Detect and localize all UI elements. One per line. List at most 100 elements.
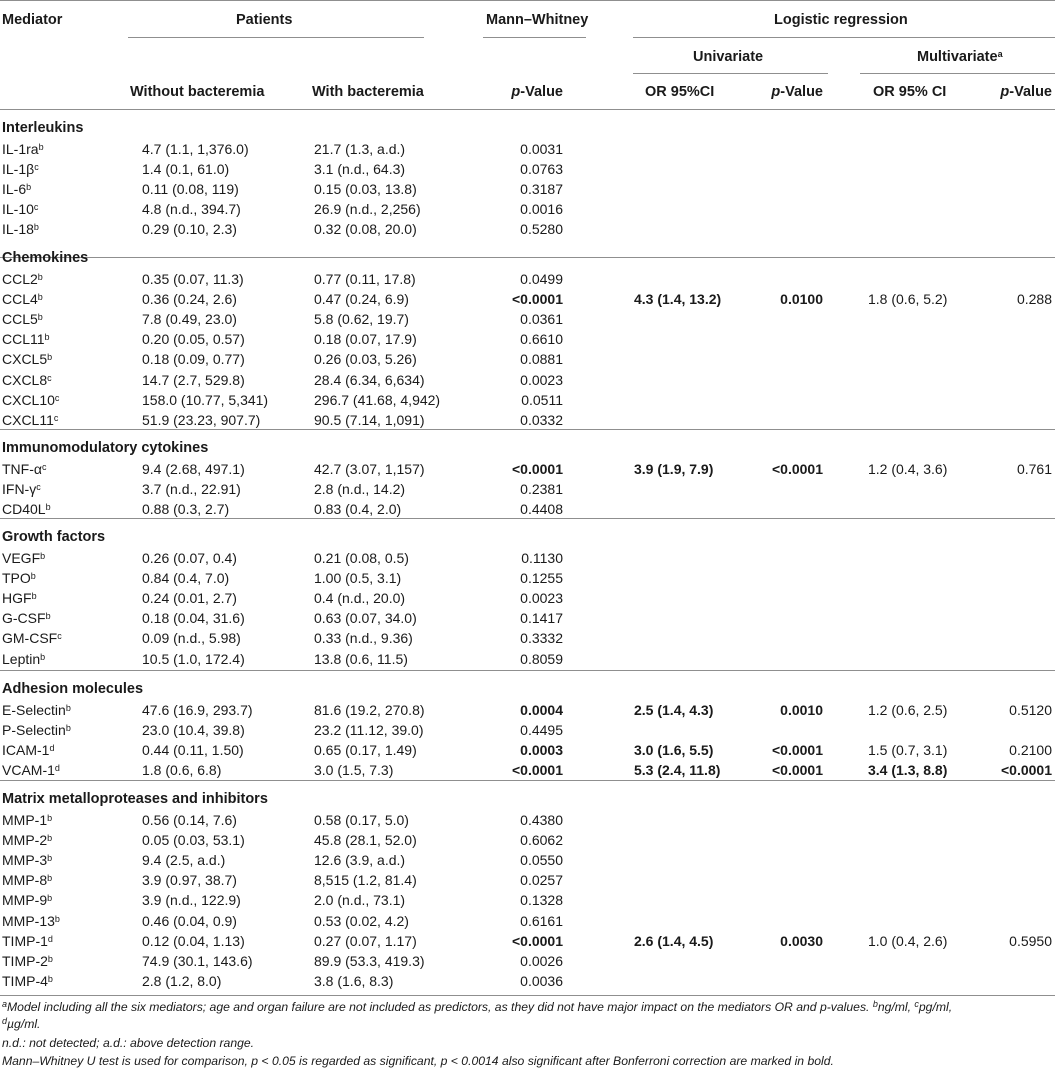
table-bottom-rule <box>0 995 1055 996</box>
cell-without: 0.35 (0.07, 11.3) <box>142 271 244 287</box>
mediator-name: MMP-2b <box>2 831 52 849</box>
cell-with: 0.47 (0.24, 6.9) <box>314 291 409 307</box>
cell-or-multi: 1.0 (0.4, 2.6) <box>868 933 948 949</box>
cell-without: 3.9 (n.d., 122.9) <box>142 892 241 908</box>
section-title: Chemokines <box>2 250 89 266</box>
mediator-label: TIMP-2 <box>2 953 48 969</box>
unit-superscript: c <box>33 202 39 212</box>
mediator-name: TNF-αc <box>2 460 46 478</box>
mediator-label: TIMP-1 <box>2 933 48 949</box>
footnote-marker: b <box>872 999 878 1009</box>
cell-or-uni: 2.6 (1.4, 4.5) <box>634 933 714 949</box>
header-logistic-regression: Logistic regression <box>774 12 908 28</box>
cell-with: 3.8 (1.6, 8.3) <box>314 973 394 989</box>
mediator-name: CXCL8c <box>2 371 52 389</box>
cell-p: 0.0004 <box>520 702 563 718</box>
unit-superscript: c <box>53 413 59 423</box>
cell-p: 0.8059 <box>520 651 563 667</box>
mediator-label: TNF-α <box>2 461 42 477</box>
cell-with: 45.8 (28.1, 52.0) <box>314 832 417 848</box>
section-title: Adhesion molecules <box>2 681 144 697</box>
cell-without: 7.8 (0.49, 23.0) <box>142 311 237 327</box>
cell-or-uni: 5.3 (2.4, 11.8) <box>634 762 721 778</box>
univariate-underline <box>633 73 828 74</box>
cell-with: 0.33 (n.d., 9.36) <box>314 630 413 646</box>
cell-with: 0.26 (0.03, 5.26) <box>314 351 417 367</box>
cell-with: 0.15 (0.03, 13.8) <box>314 181 417 197</box>
header-mann-whitney: Mann–Whitney <box>486 12 589 28</box>
cell-p: 0.0023 <box>520 372 563 388</box>
cell-or-uni: 2.5 (1.4, 4.3) <box>634 702 714 718</box>
unit-superscript: b <box>37 272 43 282</box>
unit-superscript: c <box>54 393 60 403</box>
mediator-label: VEGF <box>2 550 41 566</box>
mediator-name: TIMP-1d <box>2 932 53 950</box>
unit-superscript: b <box>37 292 43 302</box>
cell-or-multi: 1.2 (0.4, 3.6) <box>868 461 948 477</box>
cell-without: 3.7 (n.d., 22.91) <box>142 481 241 497</box>
mediator-label: IL-10 <box>2 201 34 217</box>
unit-superscript: c <box>47 373 52 383</box>
cell-with: 21.7 (1.3, a.d.) <box>314 141 406 157</box>
cell-with: 12.6 (3.9, a.d.) <box>314 852 406 868</box>
cell-with: 0.4 (n.d., 20.0) <box>314 590 406 606</box>
cell-p: 0.0361 <box>520 311 563 327</box>
cell-or-uni: 3.0 (1.6, 5.5) <box>634 742 714 758</box>
mediator-name: CXCL5b <box>2 350 52 368</box>
unit-superscript: b <box>47 893 53 903</box>
cell-p: <0.0001 <box>512 291 563 307</box>
cell-without: 0.11 (0.08, 119) <box>142 181 239 197</box>
unit-superscript: b <box>65 703 71 713</box>
footnote-marker: c <box>914 999 919 1009</box>
cell-p: 0.1130 <box>521 550 563 566</box>
cell-without: 0.24 (0.01, 2.7) <box>142 590 237 606</box>
cell-p: 0.0036 <box>520 973 563 989</box>
header-with-bacteremia: With bacteremia <box>312 84 424 100</box>
unit-superscript: b <box>47 954 53 964</box>
header-mediator: Mediator <box>2 12 63 28</box>
cell-with: 0.53 (0.02, 4.2) <box>314 913 409 929</box>
cell-without: 10.5 (1.0, 172.4) <box>142 651 245 667</box>
cell-or-uni: 3.9 (1.9, 7.9) <box>634 461 714 477</box>
cell-p: 0.4380 <box>520 812 563 828</box>
section-title: Matrix metalloproteases and inhibitors <box>2 791 268 807</box>
mediator-name: GM-CSFc <box>2 629 62 647</box>
cell-p-uni: 0.0100 <box>780 291 823 307</box>
mediator-name: TIMP-2b <box>2 952 53 970</box>
cell-p-multi: 0.2100 <box>1009 742 1052 758</box>
mediator-label: G-CSF <box>2 610 46 626</box>
mediator-label: Leptin <box>2 651 41 667</box>
cell-p: <0.0001 <box>512 933 563 949</box>
cell-without: 0.29 (0.10, 2.3) <box>142 221 237 237</box>
mediator-label: TPO <box>2 570 31 586</box>
mediator-name: CXCL10c <box>2 391 59 409</box>
mediator-name: IL-18b <box>2 220 39 238</box>
mediator-name: P-Selectinb <box>2 721 71 739</box>
mediator-name: IFN-γc <box>2 480 41 498</box>
section-divider <box>0 429 1055 430</box>
cell-without: 0.56 (0.14, 7.6) <box>142 812 237 828</box>
cell-with: 2.0 (n.d., 73.1) <box>314 892 406 908</box>
unit-superscript: b <box>30 571 36 581</box>
section-divider <box>0 257 1055 258</box>
mediator-label: P-Selectin <box>2 722 66 738</box>
unit-superscript: c <box>34 162 39 172</box>
cell-with: 3.0 (1.5, 7.3) <box>314 762 394 778</box>
mediator-label: TIMP-4 <box>2 973 48 989</box>
cell-without: 0.88 (0.3, 2.7) <box>142 501 230 517</box>
cell-without: 158.0 (10.77, 5,341) <box>142 392 269 408</box>
footnote-text: Mann–Whitney U test is used for comparis… <box>2 1054 834 1068</box>
mediator-label: CXCL10 <box>2 392 55 408</box>
cell-p: 0.0016 <box>520 201 563 217</box>
mediator-label: MMP-3 <box>2 852 48 868</box>
footnote-line-1: aModel including all the six mediators; … <box>2 999 952 1016</box>
unit-superscript: b <box>47 974 53 984</box>
cell-with: 90.5 (7.14, 1,091) <box>314 412 425 428</box>
cell-without: 51.9 (23.23, 907.7) <box>142 412 261 428</box>
unit-superscript: c <box>41 462 47 472</box>
mediator-label: CD40L <box>2 501 46 517</box>
unit-superscript: b <box>47 352 53 362</box>
mediator-name: IL-1rab <box>2 140 44 158</box>
cell-without: 0.26 (0.07, 0.4) <box>142 550 237 566</box>
unit-superscript: b <box>33 222 39 232</box>
